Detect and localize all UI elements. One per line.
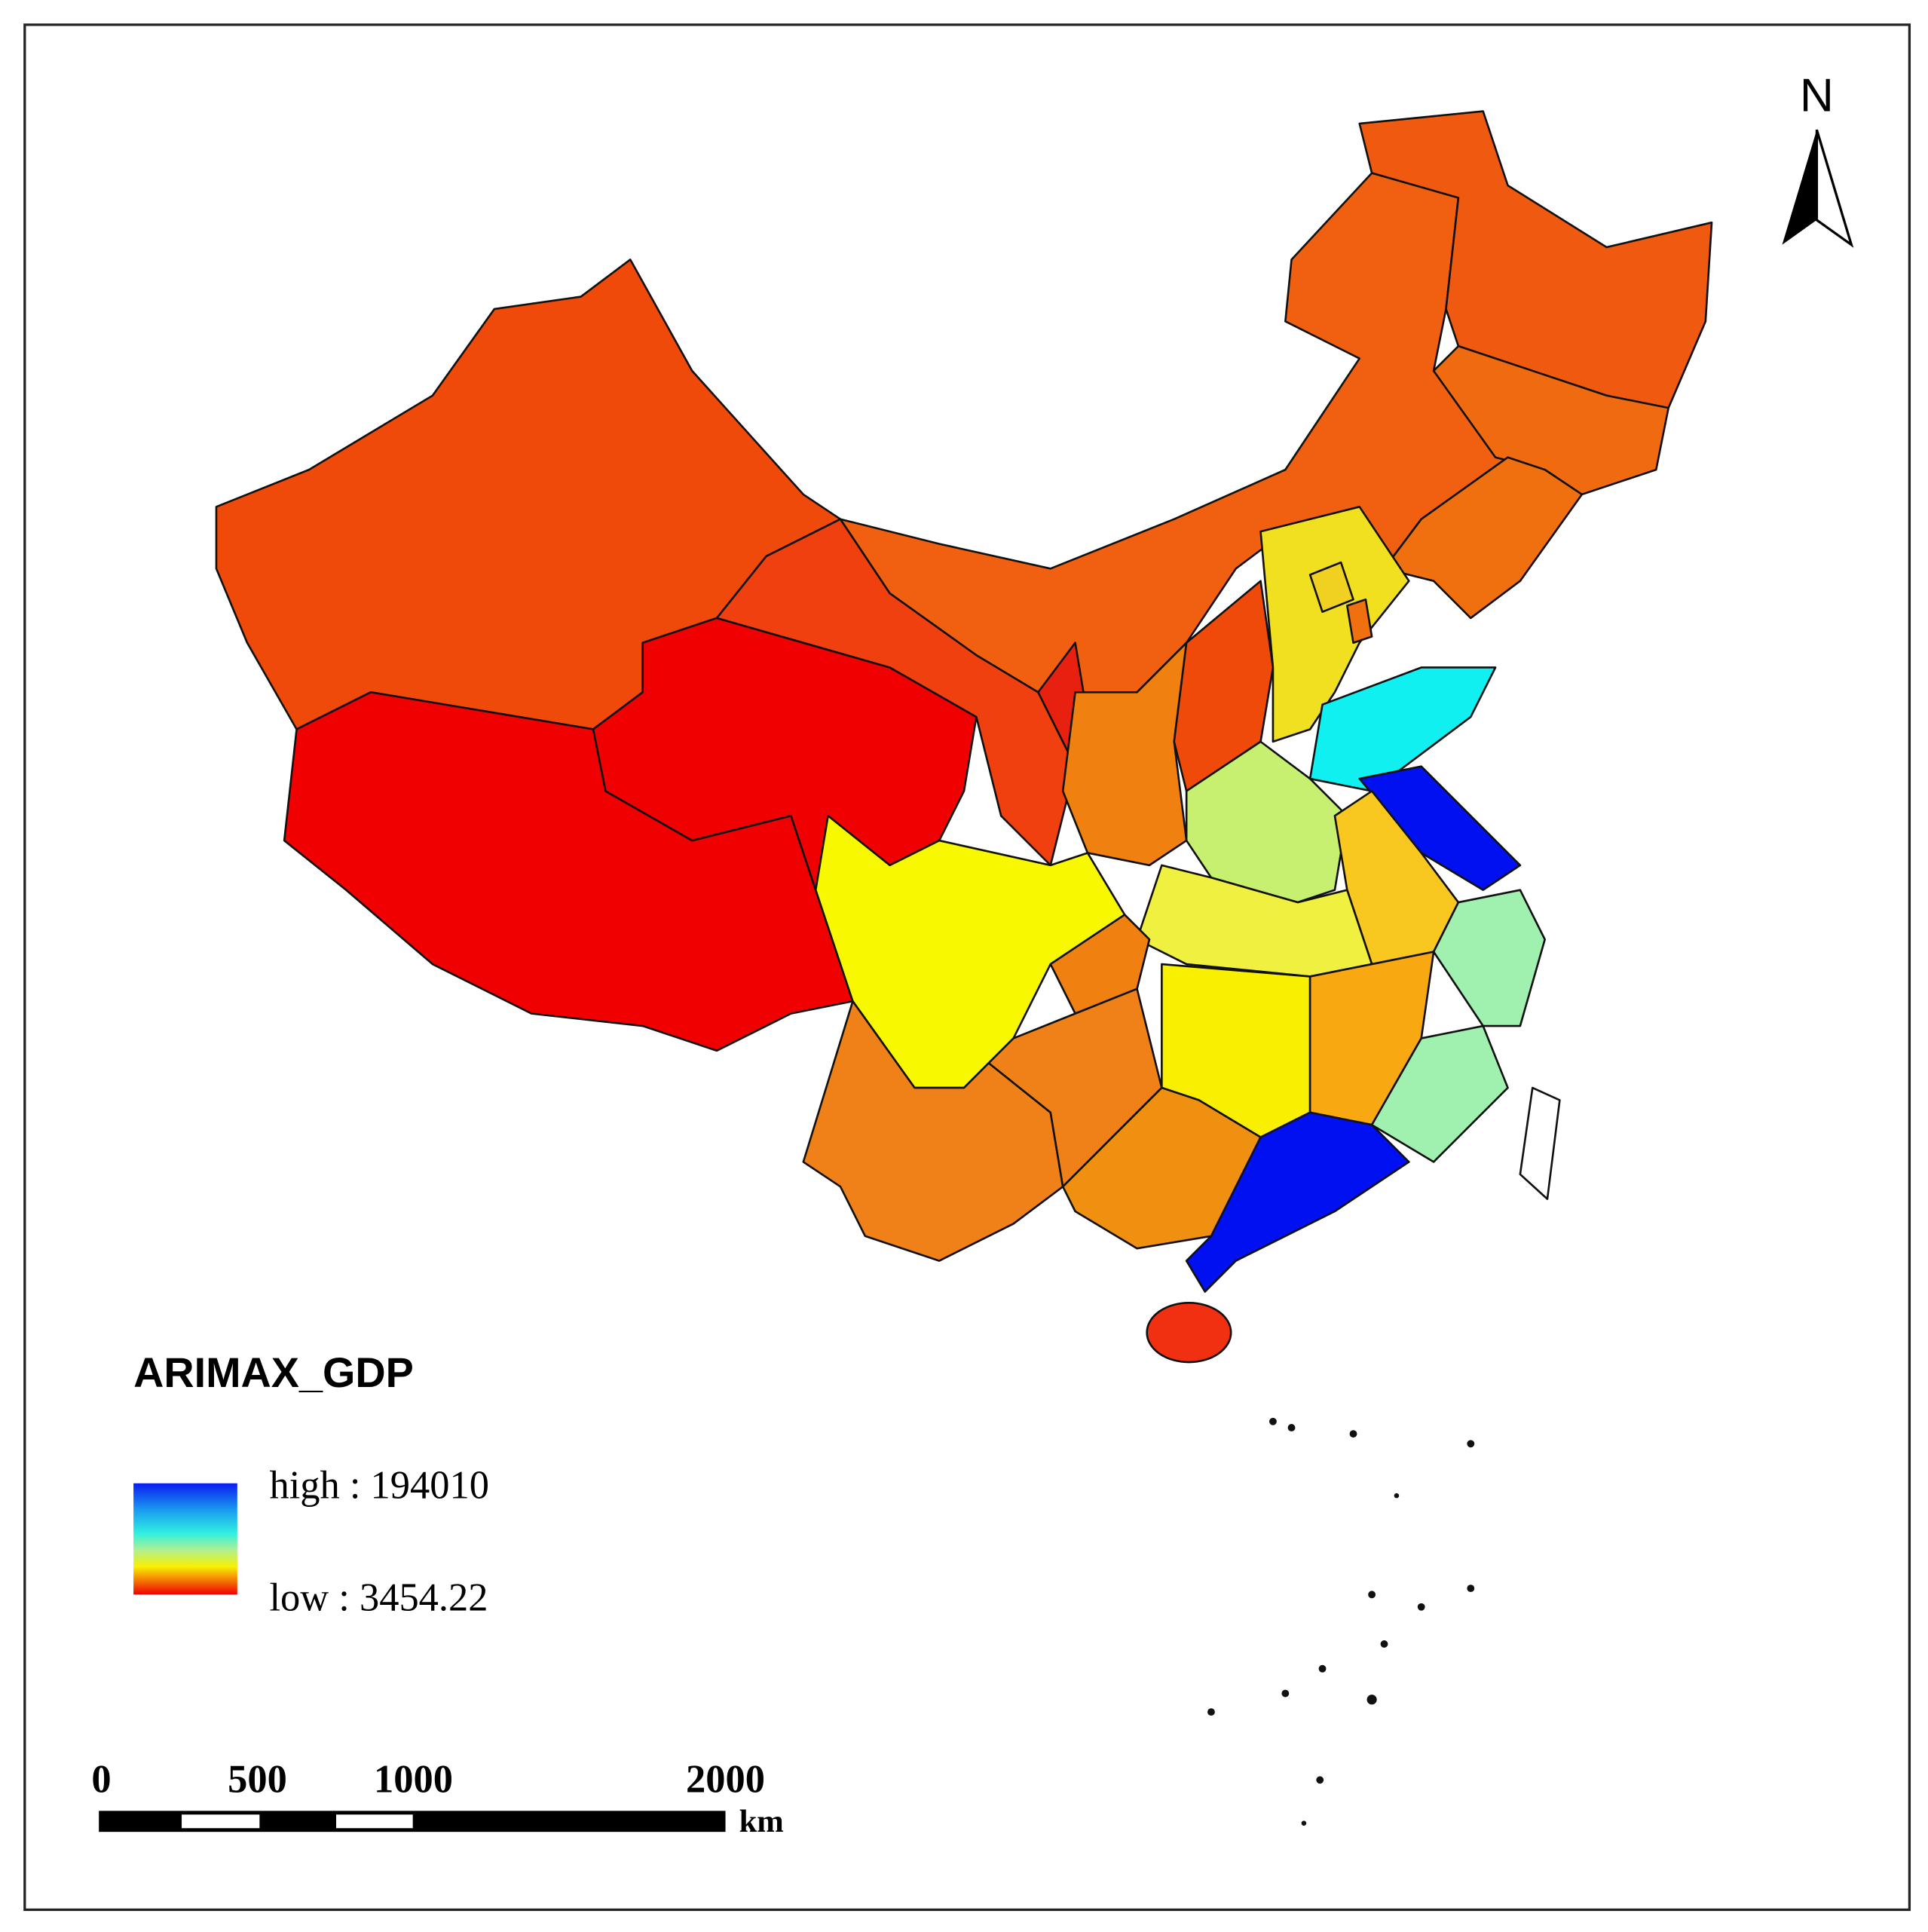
north-arrow: N [1782, 70, 1854, 248]
chongqing [1049, 914, 1151, 1015]
scale-label: 500 [228, 1758, 287, 1802]
taiwan [1519, 1086, 1561, 1200]
provinces [215, 110, 1713, 1364]
scale-label: 0 [91, 1758, 111, 1802]
henan [1185, 740, 1348, 904]
legend: ARIMAX_GDP high : 194010 low : 3454.22 [133, 1349, 489, 1620]
north-label: N [1800, 70, 1834, 122]
yunnan [802, 1000, 1064, 1262]
hainan [1146, 1302, 1232, 1364]
scale-label: 2000 [686, 1758, 765, 1802]
color-ramp [133, 1483, 237, 1595]
legend-high: high : 194010 [269, 1463, 488, 1507]
scale-bar: km 0 500 1000 2000 [91, 1758, 783, 1839]
legend-title: ARIMAX_GDP [133, 1349, 414, 1396]
tianjin [1346, 598, 1373, 645]
beijing [1308, 561, 1354, 614]
heilongjiang [1358, 110, 1713, 409]
legend-low: low : 3454.22 [269, 1576, 488, 1620]
scale-unit: km [739, 1804, 784, 1839]
guangdong [1185, 1111, 1410, 1293]
hubei [1136, 864, 1373, 978]
fujian [1370, 1024, 1509, 1163]
hebei [1259, 506, 1410, 743]
islands [1207, 1417, 1475, 1826]
scale-label: 1000 [374, 1758, 453, 1802]
